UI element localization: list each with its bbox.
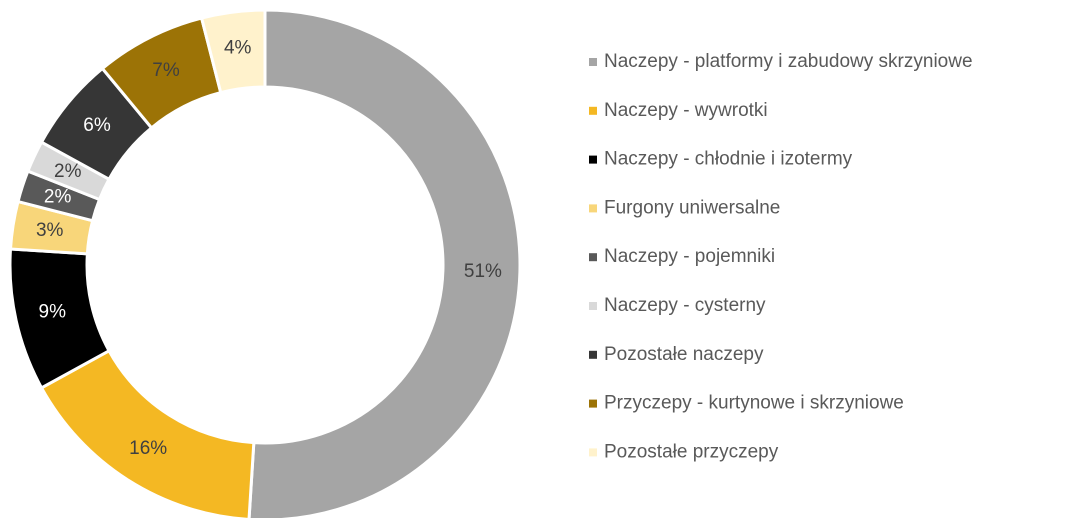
data-label: 2% [54, 161, 82, 182]
legend-label: Naczepy - wywrotki [604, 100, 768, 121]
data-label: 16% [129, 438, 167, 459]
data-label: 7% [152, 60, 180, 81]
data-label: 4% [224, 38, 252, 59]
data-label: 3% [36, 220, 64, 241]
legend-label: Furgony uniwersalne [604, 197, 780, 218]
legend-label: Naczepy - pojemniki [604, 246, 775, 267]
legend-label: Pozostałe przyczepy [604, 441, 779, 462]
legend-marker [589, 106, 597, 115]
legend-label: Pozostałe naczepy [604, 344, 764, 365]
legend-label: Naczepy - cysterny [604, 295, 766, 316]
legend-marker [589, 253, 597, 262]
legend-label: Naczepy - platformy i zabudowy skrzyniow… [604, 51, 973, 72]
legend-marker [589, 155, 597, 164]
data-label: 9% [39, 302, 67, 323]
legend-marker [589, 448, 597, 457]
data-label: 6% [83, 115, 111, 136]
donut-segment [247, 8, 522, 518]
legend-marker [589, 350, 597, 359]
donut-segment [39, 348, 256, 518]
legend-label: Naczepy - chłodnie i izotermy [604, 149, 853, 170]
data-label: 51% [464, 261, 502, 282]
legend-label: Przyczepy - kurtynowe i skrzyniowe [604, 393, 904, 414]
legend-marker [589, 399, 597, 408]
legend-marker [589, 58, 597, 66]
donut-segment [199, 8, 267, 95]
legend-marker [589, 204, 597, 213]
data-label: 2% [44, 187, 72, 208]
legend-marker [589, 302, 597, 310]
